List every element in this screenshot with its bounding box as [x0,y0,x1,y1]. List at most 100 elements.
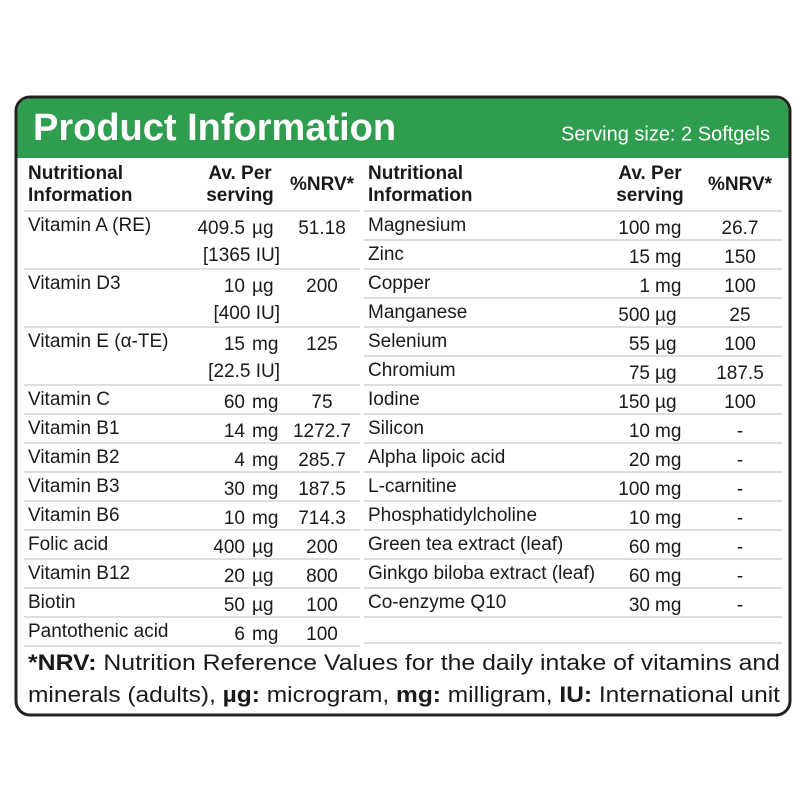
unit: mg [252,624,278,645]
nutrient-name: Vitamin B12 [28,563,130,584]
nutrient-name: Vitamin D3 [28,273,121,294]
amount: 4 [234,450,245,471]
footnote-part: mg: [396,682,441,707]
nutrient-name: Vitamin A (RE) [28,215,151,236]
footnote-part: µg: [223,682,260,707]
nutrient-name: L-carnitine [368,476,457,497]
unit: mg [655,537,681,558]
nrv: 800 [306,566,338,587]
nrv: 1272.7 [293,421,351,442]
unit: µg [252,537,274,558]
nutrient-name: Co-enzyme Q10 [368,592,506,613]
nrv: 100 [724,276,756,297]
nrv: 200 [306,537,338,558]
nrv: - [737,421,743,442]
column-header: %NRV* [708,174,773,195]
nutrient-name: Silicon [368,418,424,439]
nrv: - [737,479,743,500]
amount: 100 [618,479,650,500]
unit: mg [252,508,278,529]
amount: 10 [224,276,245,297]
footnote-part: International unit [592,682,780,707]
amount: 14 [224,421,246,442]
nrv: 285.7 [298,450,346,471]
nutrient-name: Phosphatidylcholine [368,505,537,526]
iu: [22.5 IU] [208,361,280,382]
column-header: Nutritional [368,163,463,184]
nrv: 200 [306,276,338,297]
nutrient-name: Magnesium [368,215,466,236]
nutrient-name: Manganese [368,302,467,323]
nrv: 100 [306,624,338,645]
nutrient-name: Zinc [368,244,404,265]
nrv: 125 [306,334,338,355]
nrv: - [737,595,743,616]
iu: [400 IU] [213,303,280,324]
nutrient-name: Iodine [368,389,420,410]
title: Product Information [33,107,396,149]
amount: 60 [629,537,650,558]
unit: µg [655,392,677,413]
footnote-part: microgram, [260,682,396,707]
nrv: 100 [724,392,756,413]
footnote: *NRV: Nutrition Reference Values for the… [28,650,780,675]
amount: 50 [224,595,245,616]
unit: µg [252,566,274,587]
column-header: serving [206,185,274,206]
unit: µg [655,334,677,355]
unit: µg [252,595,274,616]
nrv: 187.5 [716,363,764,384]
nrv: - [737,508,743,529]
nrv: 26.7 [722,218,759,239]
nutrient-name: Vitamin B6 [28,505,120,526]
nutrient-name: Vitamin E (α-TE) [28,331,169,352]
nutrient-name: Green tea extract (leaf) [368,534,563,555]
nrv: 75 [311,392,332,413]
unit: mg [655,421,681,442]
nutrient-name: Vitamin B2 [28,447,120,468]
amount: 6 [234,624,245,645]
unit: µg [655,305,677,326]
label-frame [14,95,792,717]
footnote: minerals (adults), µg: microgram, mg: mi… [28,682,780,707]
amount: 15 [224,334,245,355]
nrv: 100 [724,334,756,355]
amount: 55 [629,334,650,355]
unit: mg [655,508,681,529]
nrv: 187.5 [298,479,346,500]
column-header: Av. Per [208,163,272,184]
nutrient-name: Pantothenic acid [28,621,169,642]
nutrient-name: Biotin [28,592,76,613]
nutrient-name: Copper [368,273,431,294]
nutrient-name: Vitamin B1 [28,418,120,439]
footnote-part: minerals (adults), [28,682,223,707]
nrv: 150 [724,247,756,268]
nutrient-name: Alpha lipoic acid [368,447,505,468]
amount: 400 [213,537,245,558]
unit: µg [252,276,274,297]
nutrient-name: Ginkgo biloba extract (leaf) [368,563,595,584]
serving-size: Serving size: 2 Softgels [561,123,770,145]
amount: 10 [224,508,245,529]
nrv: 714.3 [298,508,346,529]
amount: 500 [618,305,650,326]
amount: 20 [629,450,650,471]
amount: 75 [629,363,650,384]
column-header: Information [368,185,473,206]
amount: 20 [224,566,245,587]
nrv: - [737,450,743,471]
nrv: - [737,566,743,587]
footnote-part: *NRV: [28,650,96,675]
amount: 30 [224,479,245,500]
unit: mg [252,450,278,471]
unit: mg [252,421,278,442]
unit: µg [252,218,274,239]
unit: µg [655,363,677,384]
unit: mg [252,479,278,500]
amount: 10 [629,421,650,442]
nrv: 100 [306,595,338,616]
unit: mg [655,595,681,616]
amount: 10 [629,508,650,529]
